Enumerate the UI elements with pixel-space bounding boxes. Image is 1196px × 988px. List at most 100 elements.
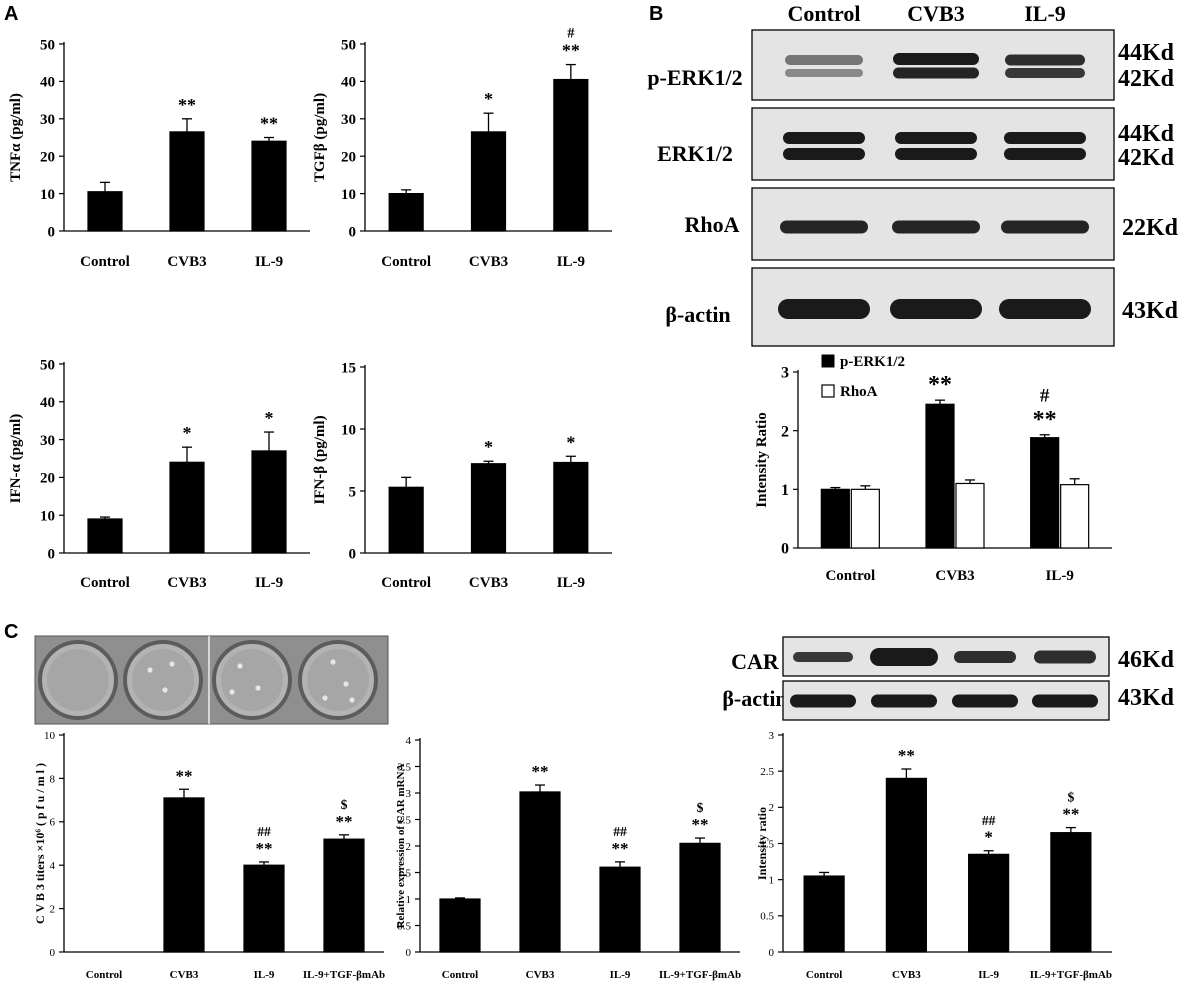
bar bbox=[87, 518, 123, 554]
significance-mark: * bbox=[265, 408, 274, 428]
y-tick-label: 30 bbox=[341, 112, 356, 128]
plaque bbox=[147, 667, 153, 673]
protein-band bbox=[895, 148, 977, 160]
y-tick-label: 0 bbox=[349, 546, 357, 562]
blot-row-label: β-actin bbox=[722, 686, 787, 711]
x-category-label: Control bbox=[80, 575, 130, 591]
y-tick-label: 40 bbox=[40, 75, 55, 91]
plaque bbox=[229, 689, 235, 695]
protein-band bbox=[952, 694, 1018, 708]
plaque bbox=[162, 687, 168, 693]
protein-band bbox=[1004, 148, 1086, 160]
x-category-label: Control bbox=[442, 969, 478, 981]
significance-mark: ** bbox=[612, 839, 629, 858]
y-tick-label: 5 bbox=[349, 484, 357, 500]
y-tick-label: 1 bbox=[781, 482, 789, 499]
panel-letter-a: A bbox=[4, 3, 18, 25]
blot-erk bbox=[751, 107, 1115, 181]
y-tick-label: 8 bbox=[50, 773, 56, 785]
y-tick-label: 50 bbox=[40, 357, 55, 373]
y-tick-label: 20 bbox=[40, 471, 55, 487]
bar bbox=[519, 791, 561, 953]
significance-mark: * bbox=[566, 432, 575, 452]
y-axis-label: IFN-α (pg/ml) bbox=[8, 414, 24, 504]
bar bbox=[163, 797, 205, 953]
significance-mark: ## bbox=[257, 824, 271, 839]
bar bbox=[553, 78, 589, 232]
significance-mark: ** bbox=[692, 815, 709, 834]
protein-band bbox=[1004, 132, 1086, 144]
x-category-label: CVB3 bbox=[167, 575, 206, 591]
significance-mark: ** bbox=[898, 746, 915, 765]
protein-band bbox=[783, 132, 865, 144]
bar bbox=[470, 463, 507, 554]
x-category-label: IL-9 bbox=[1045, 568, 1073, 584]
significance-mark: # bbox=[567, 26, 574, 42]
bar bbox=[243, 864, 285, 953]
y-axis-label: Intensity ratio bbox=[755, 807, 769, 880]
y-axis-label: IFN-β (pg/ml) bbox=[312, 415, 328, 504]
y-tick-label: 2 bbox=[406, 841, 412, 853]
blot-size-label: 44Kd bbox=[1118, 121, 1175, 147]
bar bbox=[323, 838, 365, 953]
chart-c-2: 0 0.5 1 1.5 2 2.5 3 3.5 4 Control CVB3 IL-9 IL-9+TGF… bbox=[395, 735, 741, 981]
chart-c-3: 0 0.5 1 1.5 2 2.5 3 Control CVB3 IL-9 IL-9+TGF-βmA… bbox=[755, 730, 1112, 981]
significance-mark: ** bbox=[532, 762, 549, 781]
x-category-label: IL-9 bbox=[255, 254, 283, 270]
y-tick-label: 3 bbox=[781, 365, 789, 382]
bar bbox=[388, 193, 424, 232]
y-tick-label: 2 bbox=[50, 903, 56, 915]
y-tick-label: 20 bbox=[40, 149, 55, 165]
y-tick-label: 6 bbox=[50, 817, 56, 829]
significance-mark: ** bbox=[1033, 407, 1057, 433]
x-category-label: CVB3 bbox=[469, 575, 508, 591]
significance-mark: $ bbox=[1067, 790, 1074, 805]
x-category-label: CVB3 bbox=[526, 969, 555, 981]
bar bbox=[87, 191, 123, 232]
bar bbox=[553, 461, 589, 554]
protein-band bbox=[793, 652, 853, 662]
blot-size-label: 44Kd bbox=[1118, 40, 1175, 66]
y-tick-label: 10 bbox=[44, 730, 56, 742]
y-tick-label: 10 bbox=[341, 187, 356, 203]
protein-band bbox=[1001, 220, 1089, 234]
y-tick-label: 0 bbox=[48, 224, 56, 240]
significance-mark: ** bbox=[260, 114, 278, 134]
bar bbox=[599, 866, 641, 953]
well-interior bbox=[307, 649, 369, 711]
blot-car bbox=[782, 636, 1110, 677]
bar bbox=[925, 403, 955, 549]
y-tick-label: 15 bbox=[341, 360, 356, 376]
x-category-label: IL-9 bbox=[978, 969, 999, 981]
y-axis-label: TGFβ (pg/ml) bbox=[312, 93, 328, 182]
y-tick-label: 2.5 bbox=[760, 766, 774, 778]
significance-mark: * bbox=[984, 828, 993, 847]
protein-band bbox=[778, 299, 870, 319]
protein-band bbox=[1034, 650, 1096, 664]
blot-size-label: 42Kd bbox=[1118, 145, 1175, 171]
significance-mark: ## bbox=[982, 813, 996, 828]
blot-actin-b bbox=[751, 267, 1115, 347]
significance-mark: * bbox=[484, 89, 493, 109]
x-category-label: IL-9+TGF-βmAb bbox=[303, 969, 385, 981]
bar bbox=[439, 898, 481, 953]
plaque-assay-photo bbox=[34, 635, 389, 725]
plaque bbox=[169, 661, 175, 667]
significance-mark: ** bbox=[928, 372, 952, 398]
blot-size-label: 43Kd bbox=[1122, 298, 1179, 324]
bar bbox=[1030, 437, 1060, 549]
bar bbox=[968, 853, 1010, 953]
bar bbox=[169, 131, 205, 232]
y-tick-label: 4 bbox=[406, 735, 412, 747]
well-interior bbox=[221, 649, 283, 711]
protein-band bbox=[890, 299, 982, 319]
significance-mark: * bbox=[484, 437, 493, 457]
significance-mark: $ bbox=[697, 800, 704, 815]
blot-row-label: β-actin bbox=[665, 302, 730, 327]
x-category-label: CVB3 bbox=[469, 254, 508, 270]
y-axis-label: Relative expression of CAR mRNA bbox=[395, 764, 407, 929]
bar bbox=[955, 482, 985, 549]
